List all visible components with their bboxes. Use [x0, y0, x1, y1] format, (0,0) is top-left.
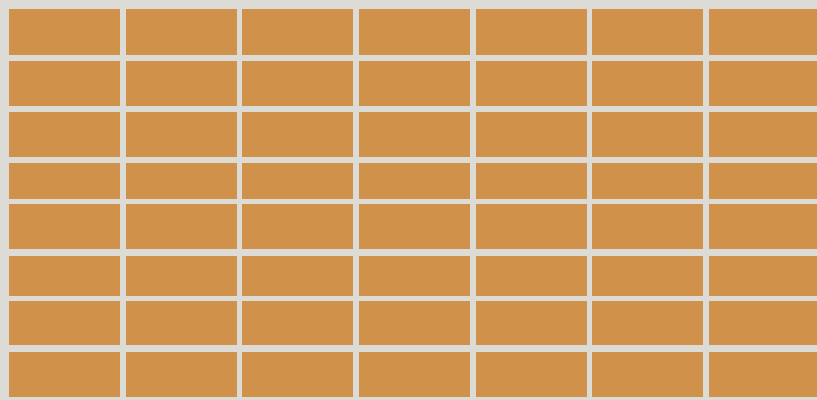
brick: [709, 61, 817, 106]
brick: [476, 112, 587, 157]
brick: [9, 163, 120, 199]
brick: [476, 301, 587, 345]
brick: [126, 256, 237, 296]
brick: [592, 256, 703, 296]
brick: [9, 61, 120, 106]
brick: [359, 352, 470, 397]
brick: [9, 9, 120, 55]
brick: [709, 9, 817, 55]
brick: [476, 352, 587, 397]
brick: [242, 61, 353, 106]
brick: [709, 163, 817, 199]
brick: [592, 301, 703, 345]
brick: [359, 256, 470, 296]
brick: [126, 163, 237, 199]
brick: [476, 256, 587, 296]
brick: [359, 9, 470, 55]
brick: [709, 112, 817, 157]
brick: [242, 256, 353, 296]
brick: [126, 112, 237, 157]
brick: [126, 301, 237, 345]
brick: [126, 352, 237, 397]
brick: [592, 163, 703, 199]
brick: [709, 352, 817, 397]
brick: [476, 9, 587, 55]
brick: [476, 61, 587, 106]
brick: [126, 9, 237, 55]
brick: [9, 204, 120, 249]
brick: [359, 301, 470, 345]
brick: [242, 352, 353, 397]
brick: [242, 301, 353, 345]
brick: [592, 61, 703, 106]
brick: [592, 352, 703, 397]
brick: [359, 204, 470, 249]
brick: [242, 204, 353, 249]
brick: [126, 204, 237, 249]
brick: [9, 301, 120, 345]
brick: [242, 112, 353, 157]
brick: [359, 112, 470, 157]
brick: [242, 163, 353, 199]
brick: [592, 112, 703, 157]
brick: [592, 9, 703, 55]
brick: [476, 163, 587, 199]
brick: [359, 163, 470, 199]
brick: [709, 301, 817, 345]
brick: [9, 352, 120, 397]
brick: [9, 256, 120, 296]
brick: [476, 204, 587, 249]
brick: [709, 204, 817, 249]
brick: [359, 61, 470, 106]
brick: [709, 256, 817, 296]
brick: [242, 9, 353, 55]
brick: [592, 204, 703, 249]
brick: [9, 112, 120, 157]
brick: [126, 61, 237, 106]
